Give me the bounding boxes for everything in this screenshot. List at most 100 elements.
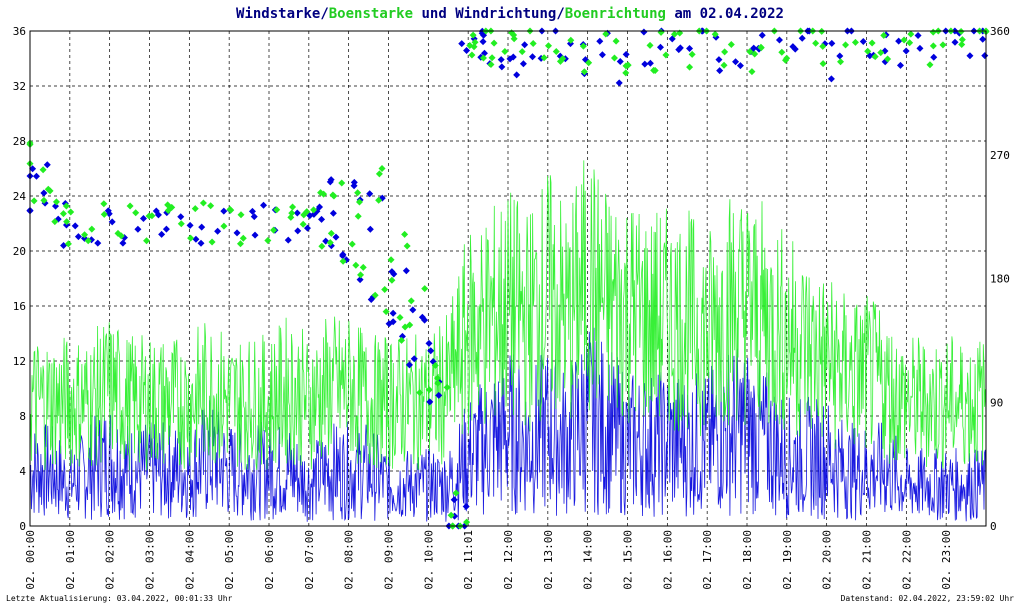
direction-marker [966, 52, 974, 60]
direction-marker [264, 236, 272, 244]
direction-marker [352, 261, 360, 269]
direction-marker [126, 202, 134, 210]
y-left-tick-label: 32 [13, 80, 26, 93]
x-tick-label: 02. 22:00 [900, 530, 913, 590]
direction-marker [40, 196, 48, 204]
direction-marker [94, 239, 102, 247]
direction-marker [435, 391, 443, 399]
direction-marker [117, 232, 125, 240]
direction-marker [447, 511, 455, 519]
x-tick-label: 02. 02:00 [104, 530, 117, 590]
direction-marker [479, 54, 487, 62]
direction-marker [751, 50, 759, 58]
direction-marker [596, 37, 604, 45]
direction-marker [490, 39, 498, 47]
direction-marker [518, 48, 526, 56]
direction-marker [462, 503, 470, 511]
direction-marker [199, 199, 207, 207]
direction-marker [929, 28, 937, 36]
direction-marker [239, 234, 247, 242]
direction-marker [501, 48, 509, 56]
direction-marker [736, 62, 744, 70]
direction-marker [356, 276, 364, 284]
direction-marker [929, 42, 937, 50]
title-boenrichtung: Boenrichtung [565, 6, 666, 22]
direction-marker [177, 213, 185, 221]
direction-marker [463, 518, 471, 526]
direction-marker [580, 68, 588, 76]
x-tick-label: 02. 08:00 [343, 530, 356, 590]
x-tick-label: 02. 15:00 [622, 530, 635, 590]
direction-marker [100, 210, 108, 218]
direction-marker [332, 233, 340, 241]
direction-marker [615, 79, 623, 87]
direction-marker [612, 37, 620, 45]
direction-marker [177, 220, 185, 228]
direction-marker [748, 68, 756, 76]
direction-marker [720, 61, 728, 69]
direction-marker [32, 172, 40, 180]
direction-marker [366, 190, 374, 198]
direction-marker [237, 211, 245, 219]
direction-marker [329, 209, 337, 217]
direction-marker [458, 40, 466, 48]
direction-marker [463, 46, 471, 54]
direction-marker [670, 30, 678, 38]
plot-frame [29, 30, 987, 527]
direction-marker [303, 224, 311, 232]
direction-marker [686, 63, 694, 71]
direction-marker [812, 39, 820, 47]
direction-marker [640, 28, 648, 36]
direction-marker [711, 30, 719, 38]
direction-marker [40, 189, 48, 197]
direction-marker [410, 355, 418, 363]
direction-marker [375, 196, 383, 204]
direction-marker [727, 41, 735, 49]
direction-marker [62, 202, 70, 210]
direction-marker [656, 43, 664, 51]
direction-marker [154, 211, 162, 219]
direction-marker [198, 223, 206, 231]
direction-marker [388, 276, 396, 284]
direction-marker [233, 229, 241, 237]
x-tick-label: 02. 03:00 [144, 530, 157, 590]
direction-marker [452, 489, 460, 497]
direction-marker [208, 238, 216, 246]
x-tick-label: 02. 12:00 [502, 530, 515, 590]
x-tick-label: 02. 17:00 [701, 530, 714, 590]
x-tick-label: 02. 14:00 [582, 530, 595, 590]
direction-marker [443, 383, 451, 391]
direction-marker [902, 47, 910, 55]
direction-marker [868, 39, 876, 47]
direction-marker [579, 42, 587, 50]
direction-marker [622, 69, 630, 77]
direction-marker [375, 170, 383, 178]
direction-marker [326, 239, 334, 247]
direction-marker [299, 220, 307, 228]
direction-marker [339, 251, 347, 259]
direction-marker [836, 52, 844, 60]
direction-marker [907, 30, 915, 38]
direction-marker [359, 263, 367, 271]
direction-marker [416, 389, 424, 397]
direction-marker [498, 63, 506, 71]
direction-marker [450, 496, 458, 504]
direction-marker [880, 31, 888, 39]
direction-marker [29, 165, 37, 173]
footer-data-status: Datenstand: 02.04.2022, 23:59:02 Uhr [841, 594, 1015, 603]
direction-marker [59, 210, 67, 218]
direction-marker [71, 222, 79, 230]
direction-marker [398, 336, 406, 344]
direction-marker [139, 214, 147, 222]
direction-marker [197, 239, 205, 247]
direction-marker [287, 213, 295, 221]
direction-marker [187, 234, 195, 242]
direction-marker [951, 38, 959, 46]
direction-marker [236, 240, 244, 248]
direction-marker [529, 53, 537, 61]
direction-marker [556, 57, 564, 65]
direction-marker [310, 210, 318, 218]
direction-marker [431, 362, 439, 370]
direction-marker [610, 54, 618, 62]
direction-marker [859, 38, 867, 46]
